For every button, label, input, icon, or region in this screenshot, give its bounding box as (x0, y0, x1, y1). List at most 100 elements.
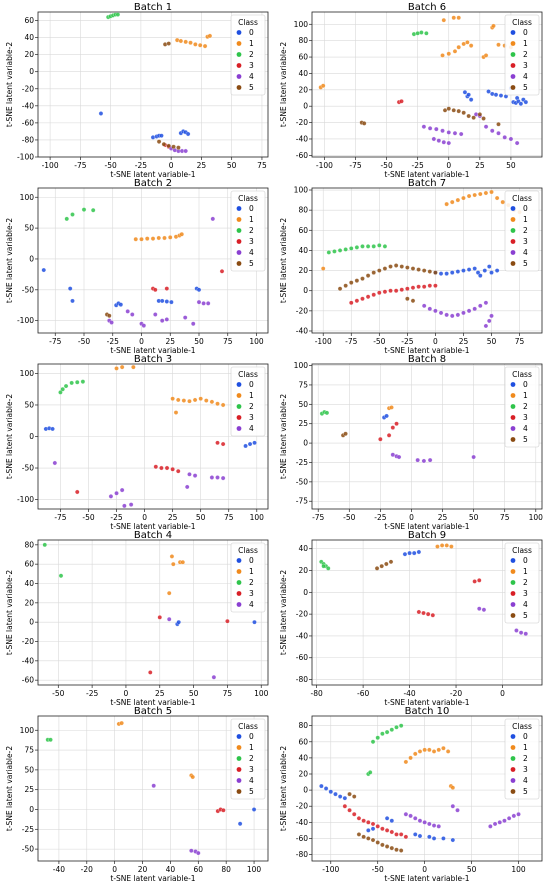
legend-box (504, 190, 540, 272)
y-tick-label: 20 (298, 85, 308, 94)
legend-label: 3 (523, 765, 528, 774)
legend-marker (236, 41, 242, 46)
legend-label: 2 (249, 402, 254, 411)
legend-marker (510, 415, 516, 420)
data-point-class-5 (370, 837, 376, 843)
legend-title: Class (512, 546, 532, 555)
data-point-class-5 (398, 848, 404, 853)
data-point-class-3 (75, 489, 80, 495)
y-tick-label: 40 (298, 246, 308, 255)
chart-panel: Batch 8-75 -50 -25 0 25 50 75 100-75-50-2502550… (279, 354, 543, 531)
data-point-class-0 (475, 270, 481, 275)
y-tick-label: 20 (24, 598, 34, 607)
data-point-class-0 (237, 821, 243, 827)
legend-marker (236, 756, 242, 761)
x-tick-label: 0 (500, 689, 505, 698)
grid (38, 12, 268, 158)
y-tick-label: 25 (24, 785, 34, 794)
y-tick-label: 80 (298, 206, 308, 215)
data-point-class-3 (389, 829, 395, 835)
legend-label: 5 (249, 83, 254, 92)
data-point-class-1 (389, 405, 394, 410)
data-point-class-1 (483, 53, 489, 58)
data-point-class-3 (421, 284, 427, 289)
y-axis-label: t-SNE latent variable-2 (5, 394, 14, 479)
chart-title: Batch 10 (405, 706, 450, 717)
grid (312, 540, 542, 685)
data-point-class-4 (446, 140, 452, 146)
x-tick-label: 0 (446, 161, 451, 170)
data-point-class-5 (451, 108, 456, 113)
x-tick-label: -75 (54, 513, 66, 522)
legend-label: 1 (523, 743, 528, 752)
data-point-class-5 (481, 116, 486, 121)
data-point-class-3 (377, 290, 382, 295)
data-point-class-0 (118, 302, 124, 307)
data-point-class-4 (210, 216, 216, 222)
x-tick-label: 75 (223, 337, 233, 346)
y-tick-label: 50 (24, 765, 34, 774)
data-point-class-4 (190, 321, 196, 326)
data-point-class-4 (211, 675, 217, 680)
y-tick-label: 0 (303, 102, 308, 111)
y-tick-label: 0 (29, 618, 34, 627)
legend-marker (510, 206, 516, 211)
x-tick-label: -40 (53, 865, 65, 874)
legend-marker (510, 250, 516, 255)
data-point-class-2 (58, 573, 64, 579)
data-point-class-5 (446, 106, 452, 111)
data-point-class-0 (416, 549, 422, 555)
data-point-class-3 (477, 578, 482, 583)
data-point-class-3 (225, 618, 230, 624)
y-tick-label: 0 (29, 254, 34, 263)
data-point-class-5 (384, 561, 389, 567)
data-point-class-1 (500, 199, 505, 205)
data-point-class-4 (477, 606, 482, 611)
y-tick-label: 75 (298, 380, 308, 389)
x-tick-label: -40 (403, 689, 415, 698)
legend-marker (236, 250, 242, 255)
data-point-class-0 (370, 826, 376, 832)
data-point-class-3 (430, 612, 436, 618)
data-point-class-1 (472, 192, 477, 198)
y-tick-label: 100 (294, 20, 309, 29)
data-point-class-3 (472, 579, 477, 584)
data-point-class-5 (471, 115, 476, 120)
chart-title: Batch 7 (408, 178, 446, 189)
legend-marker (236, 789, 242, 794)
data-point-class-3 (384, 828, 390, 833)
y-tick-label: -60 (22, 676, 34, 685)
y-tick-label: 0 (303, 439, 308, 448)
data-point-class-2 (377, 243, 382, 248)
data-point-class-3 (380, 826, 385, 832)
data-point-class-3 (148, 670, 153, 675)
legend-marker (236, 74, 242, 79)
data-point-class-3 (433, 283, 438, 288)
data-point-class-3 (170, 467, 175, 472)
data-point-class-5 (384, 844, 390, 849)
data-point-class-5 (166, 41, 171, 46)
data-point-class-1 (320, 266, 326, 271)
data-point-class-4 (434, 126, 439, 132)
data-point-class-5 (356, 832, 362, 837)
data-point-class-5 (399, 264, 405, 269)
data-point-class-1 (449, 199, 455, 205)
legend-box (504, 718, 540, 800)
data-point-class-0 (252, 619, 257, 625)
data-point-class-2 (63, 383, 69, 389)
data-point-class-0 (159, 298, 165, 304)
data-point-class-4 (450, 803, 456, 809)
data-point-class-3 (399, 99, 404, 104)
legend-label: 1 (523, 215, 528, 224)
data-point-class-2 (42, 542, 48, 548)
x-axis-label: t-SNE latent variable-1 (384, 698, 469, 707)
data-point-class-5 (374, 566, 380, 571)
data-point-class-4 (421, 303, 427, 309)
data-point-class-1 (175, 397, 181, 403)
y-tick-label: 60 (298, 226, 308, 235)
y-tick-label: 25 (298, 419, 308, 428)
y-tick-label: 0 (303, 588, 308, 597)
data-point-class-3 (365, 294, 371, 299)
